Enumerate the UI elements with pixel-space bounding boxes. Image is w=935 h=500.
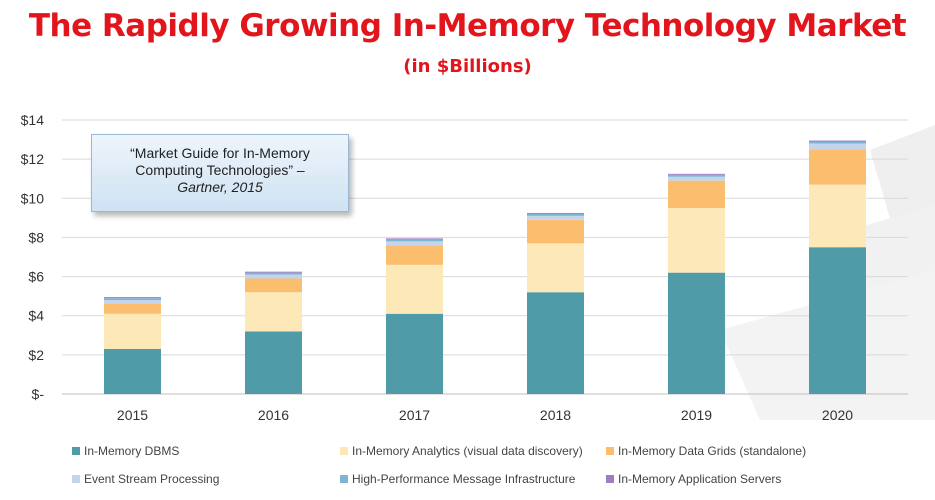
bar-segment <box>809 247 866 394</box>
chart-title: The Rapidly Growing In-Memory Technology… <box>28 8 907 44</box>
legend-swatch <box>72 475 80 483</box>
bar-segment <box>104 348 161 394</box>
bar-segment <box>245 271 302 273</box>
legend-label: Event Stream Processing <box>84 472 220 486</box>
legend-item: In-Memory DBMS <box>72 444 179 458</box>
chart-subtitle: (in $Billions) <box>403 56 532 77</box>
legend-label: In-Memory Analytics (visual data discove… <box>352 444 583 458</box>
callout-line-1: “Market Guide for In-Memory <box>130 145 310 161</box>
bar-segment <box>104 300 161 304</box>
legend-label: In-Memory Application Servers <box>618 472 782 486</box>
bar-segment <box>668 173 725 175</box>
bar-segment <box>809 140 866 142</box>
source-callout: “Market Guide for In-Memory Computing Te… <box>91 134 349 212</box>
bar-segment <box>527 212 584 214</box>
bar-segment <box>668 180 725 209</box>
callout-citation: Gartner, 2015 <box>177 179 263 195</box>
bar-segment <box>527 219 584 244</box>
bar-segment <box>386 313 443 394</box>
x-tick-label: 2016 <box>258 407 289 423</box>
y-tick-label: $4 <box>28 308 44 324</box>
bar-segment <box>809 141 866 144</box>
legend-item: In-Memory Application Servers <box>606 472 781 486</box>
legend-swatch <box>606 447 614 455</box>
bar-segment <box>104 297 161 299</box>
bar-segment <box>386 238 443 240</box>
bar-segment <box>386 264 443 314</box>
bar-segment <box>527 213 584 216</box>
callout-line-2: Computing Technologies” – <box>135 162 305 178</box>
y-tick-label: $6 <box>28 269 44 285</box>
legend-swatch <box>606 475 614 483</box>
bar-segment <box>527 292 584 394</box>
bar-segment <box>245 292 302 332</box>
x-tick-label: 2019 <box>681 407 712 423</box>
x-tick-label: 2018 <box>540 407 571 423</box>
x-tick-label: 2015 <box>117 407 148 423</box>
bar-segment <box>104 298 161 301</box>
bar-segment <box>386 245 443 265</box>
y-tick-label: $10 <box>21 190 45 206</box>
y-tick-label: $2 <box>28 347 44 363</box>
bar-segment <box>386 239 443 242</box>
legend-item: In-Memory Data Grids (standalone) <box>606 444 806 458</box>
y-tick-label: $12 <box>21 151 45 167</box>
legend-item: In-Memory Analytics (visual data discove… <box>340 444 583 458</box>
bar-segment <box>668 176 725 181</box>
bar-segment <box>809 149 866 185</box>
legend-label: In-Memory Data Grids (standalone) <box>618 444 807 458</box>
bar-segment <box>104 303 161 314</box>
bar-segment <box>809 184 866 248</box>
bar-segment <box>668 174 725 177</box>
bar-segment <box>527 243 584 293</box>
bar-segment <box>245 278 302 293</box>
legend-label: In-Memory DBMS <box>84 444 180 458</box>
bar-segment <box>104 313 161 349</box>
x-tick-label: 2020 <box>822 407 853 423</box>
legend-item: High-Performance Message Infrastructure <box>340 472 575 486</box>
y-tick-label: $8 <box>28 229 44 245</box>
bar-segment <box>386 241 443 246</box>
y-tick-label: $14 <box>21 112 45 128</box>
bar-segment <box>527 215 584 220</box>
legend-swatch <box>72 447 80 455</box>
legend-item: Event Stream Processing <box>72 472 219 486</box>
bar-segment <box>668 208 725 273</box>
legend-swatch <box>340 475 348 483</box>
bar-segment <box>245 272 302 275</box>
bar-segment <box>809 143 866 150</box>
legend-label: High-Performance Message Infrastructure <box>352 472 576 486</box>
y-tick-label: $- <box>32 386 45 402</box>
legend-swatch <box>340 447 348 455</box>
bar-segment <box>245 331 302 394</box>
bar-segment <box>668 272 725 394</box>
bar-segment <box>245 274 302 279</box>
x-tick-label: 2017 <box>399 407 430 423</box>
